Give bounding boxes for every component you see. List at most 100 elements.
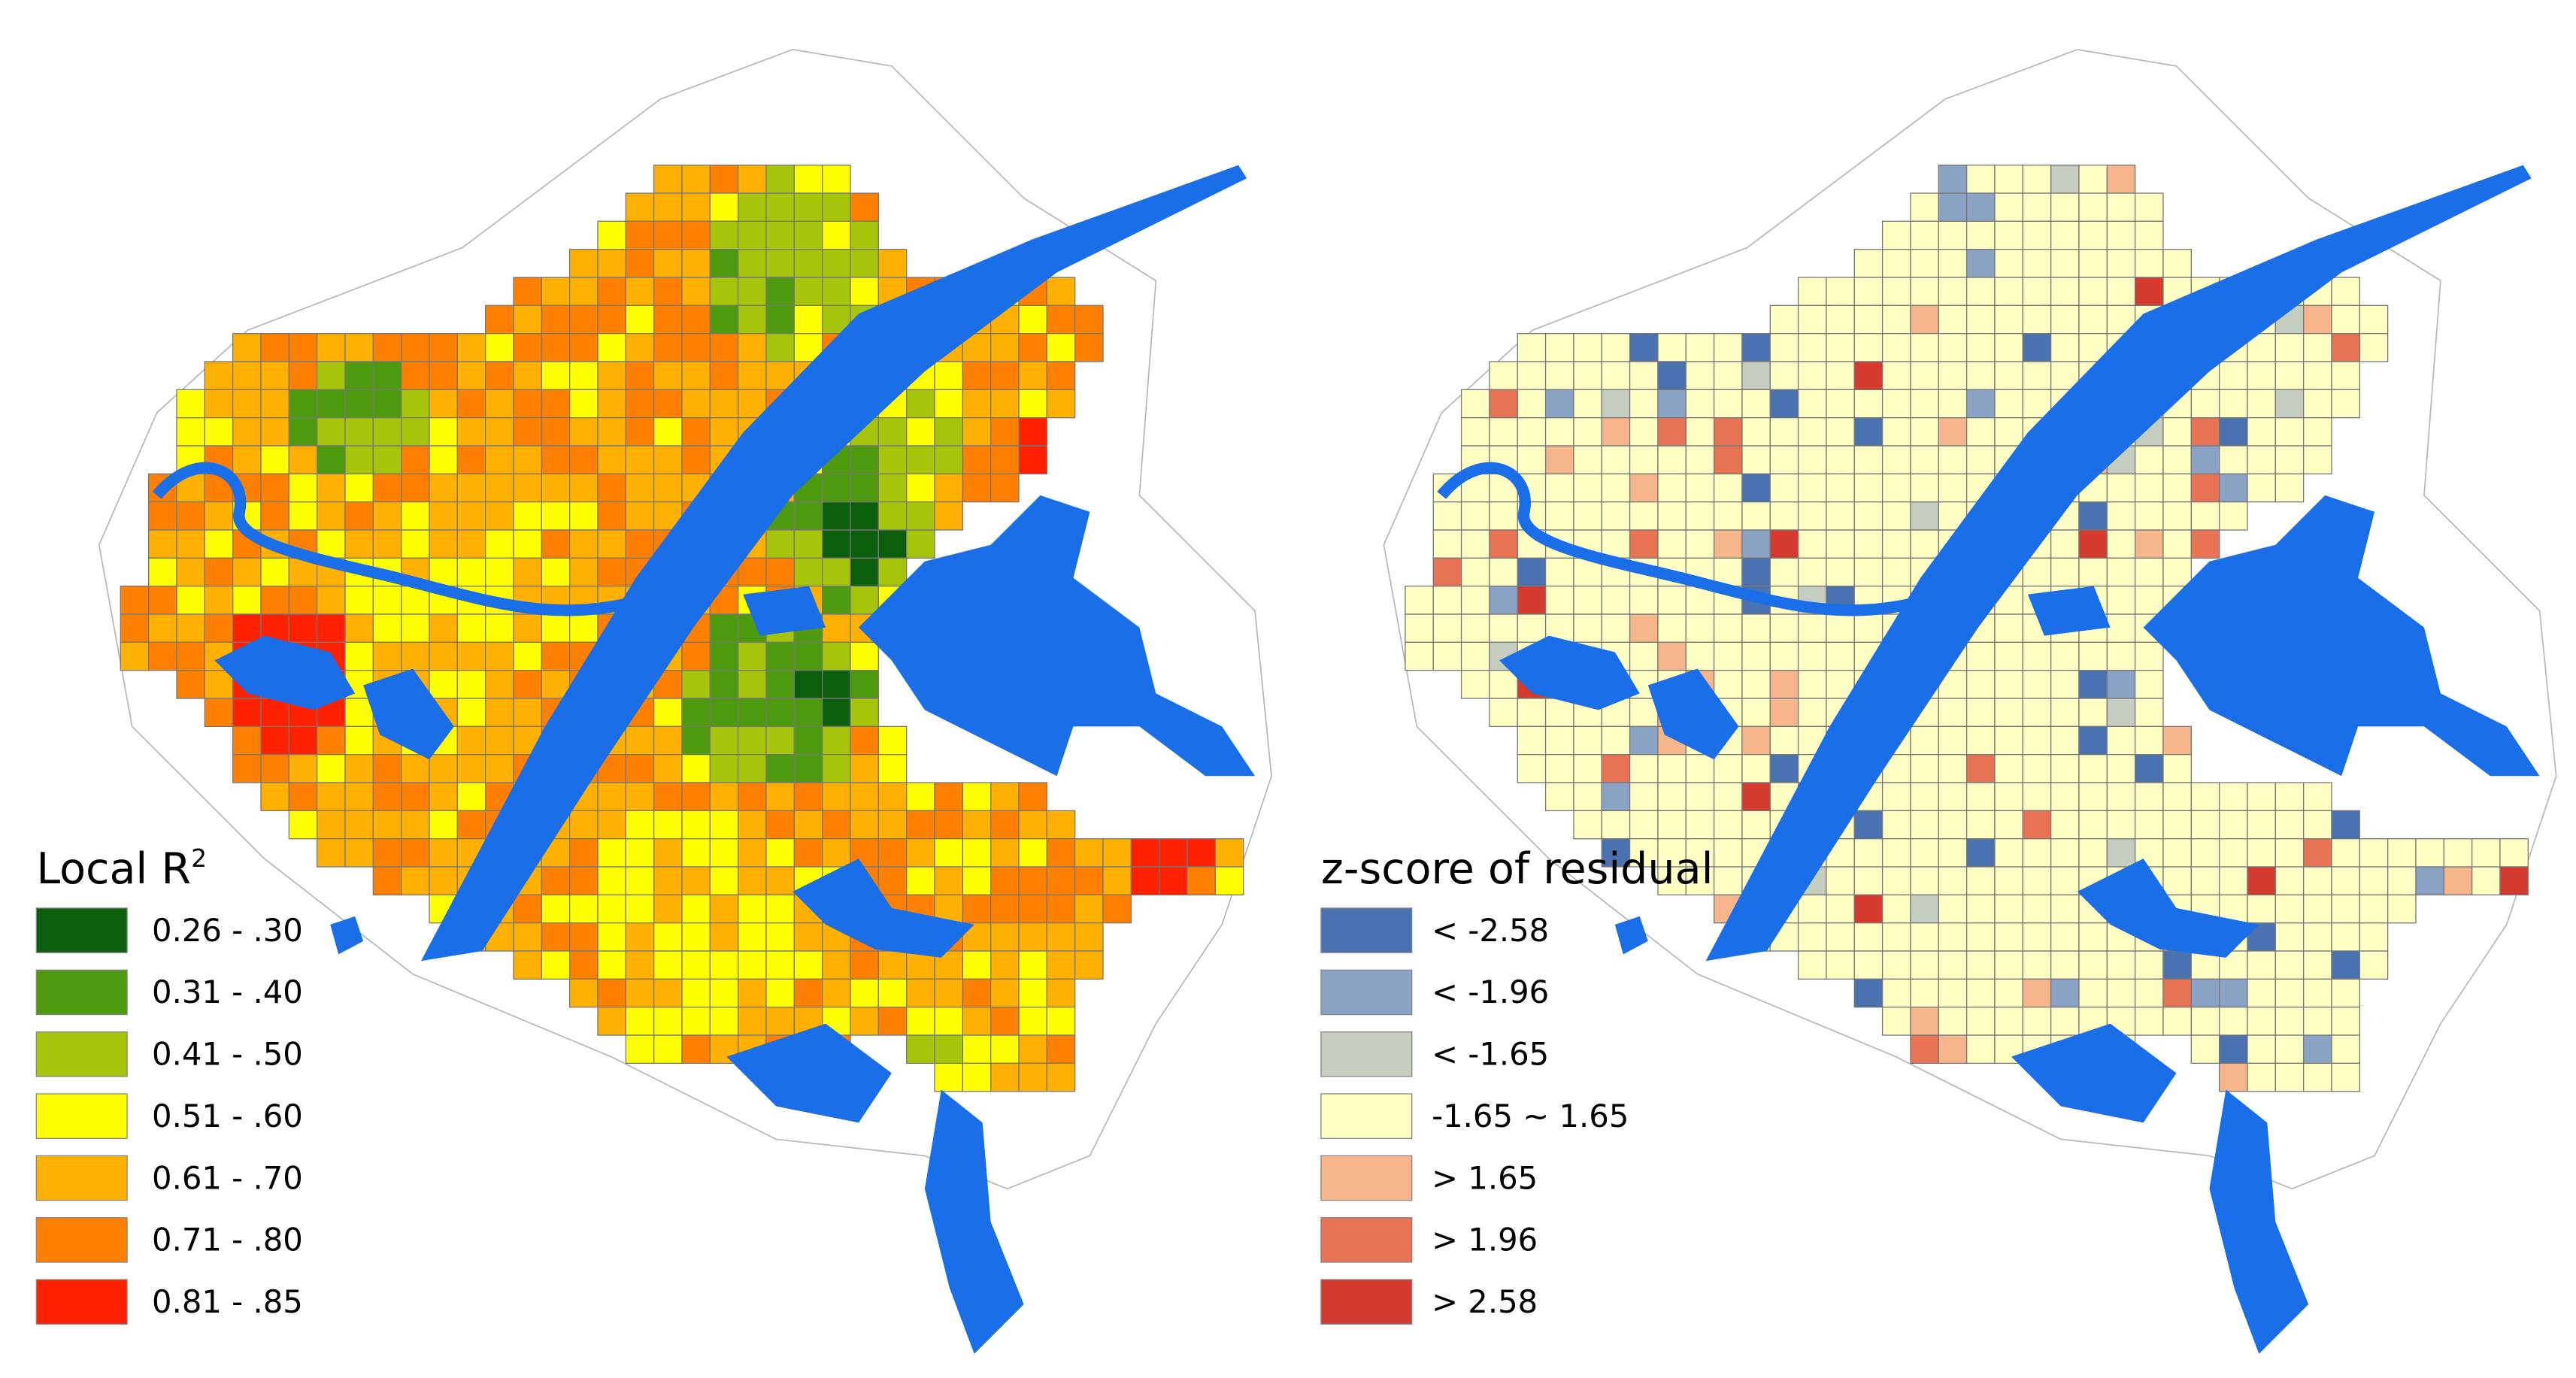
grid-cell — [1938, 1034, 1968, 1065]
grid-cell — [738, 698, 767, 728]
grid-cell — [990, 1007, 1020, 1036]
grid-cell — [344, 501, 374, 531]
grid-cell — [962, 473, 992, 503]
grid-cell — [456, 810, 486, 840]
grid-cell — [2106, 810, 2136, 840]
legend-swatch — [1320, 907, 1413, 953]
grid-cell — [1460, 557, 1490, 587]
grid-cell — [2218, 978, 2248, 1008]
grid-cell — [372, 501, 402, 531]
lake — [214, 635, 356, 710]
grid-cell — [653, 389, 683, 419]
grid-cell — [2190, 529, 2220, 559]
grid-cell — [709, 754, 739, 783]
lake — [363, 668, 454, 760]
grid-cell — [1741, 361, 1771, 390]
grid-cell — [1965, 192, 1996, 222]
grid-cell — [1797, 922, 1827, 952]
grid-cell — [120, 586, 150, 615]
grid-cell — [1657, 810, 1687, 840]
grid-cell — [1159, 866, 1188, 896]
grid-cell — [990, 782, 1020, 812]
grid-cell — [1769, 698, 1799, 728]
grid-cell — [625, 529, 655, 559]
grid-cell — [1938, 866, 1968, 896]
grid-cell — [1544, 417, 1574, 447]
grid-cell — [850, 473, 880, 503]
grid-cell — [1826, 613, 1855, 644]
grid-cell — [372, 838, 402, 868]
grid-cell — [681, 641, 711, 671]
left-map — [98, 49, 1272, 1354]
grid-cell — [1046, 838, 1076, 868]
grid-cell — [2218, 1062, 2248, 1092]
grid-cell — [962, 782, 992, 812]
grid-cell — [569, 333, 599, 362]
grid-cell — [317, 417, 346, 447]
grid-cell — [1074, 922, 1104, 952]
grid-cell — [429, 445, 458, 475]
grid-cell — [822, 698, 851, 728]
grid-cell — [1994, 922, 2023, 952]
grid-cell — [1601, 613, 1631, 644]
grid-cell — [2274, 950, 2305, 980]
grid-cell — [2022, 1007, 2052, 1036]
grid-cell — [2274, 782, 2305, 812]
grid-cell — [344, 838, 374, 868]
grid-cell — [822, 473, 851, 503]
grid-cell — [1994, 950, 2023, 980]
grid-cell — [429, 389, 458, 419]
grid-cell — [288, 613, 318, 644]
grid-cell — [765, 838, 796, 868]
grid-cell — [1938, 249, 1968, 278]
legend-label: 0.71 - .80 — [152, 1222, 303, 1258]
grid-cell — [625, 1034, 655, 1065]
grid-cell — [372, 810, 402, 840]
grid-cell — [653, 922, 683, 952]
grid-cell — [2022, 249, 2052, 278]
grid-cell — [597, 220, 627, 250]
grid-cell — [317, 361, 346, 390]
grid-cell — [541, 529, 571, 559]
grid-cell — [1965, 782, 1996, 812]
grid-cell — [934, 473, 964, 503]
grid-cell — [738, 277, 767, 306]
grid-cell — [2218, 445, 2248, 475]
grid-cell — [681, 165, 711, 194]
grid-cell — [934, 417, 964, 447]
grid-cell — [1853, 473, 1884, 503]
grid-cell — [1544, 586, 1574, 615]
grid-cell — [1769, 557, 1799, 587]
grid-cell — [2022, 389, 2052, 419]
grid-cell — [2134, 782, 2164, 812]
grid-cell — [569, 249, 599, 278]
grid-cell — [1938, 333, 1968, 362]
grid-cell — [681, 249, 711, 278]
grid-cell — [962, 894, 992, 924]
grid-cell — [653, 754, 683, 783]
grid-cell — [1994, 866, 2023, 896]
grid-cell — [793, 754, 823, 783]
grid-cell — [1629, 586, 1659, 615]
grid-cell — [1938, 782, 1968, 812]
grid-cell — [1657, 417, 1687, 447]
grid-cell — [681, 866, 711, 896]
grid-cell — [822, 641, 851, 671]
grid-cell — [877, 473, 908, 503]
grid-cell — [1881, 445, 1911, 475]
grid-cell — [709, 192, 739, 222]
grid-cell — [738, 894, 767, 924]
grid-cell — [1994, 333, 2023, 362]
grid-cell — [1432, 501, 1462, 531]
grid-cell — [569, 950, 599, 980]
grid-cell — [681, 698, 711, 728]
grid-cell — [625, 754, 655, 783]
legend-label: 0.41 - .50 — [152, 1036, 303, 1073]
grid-cell — [1460, 670, 1490, 699]
grid-cell — [1046, 333, 1076, 362]
grid-cell — [513, 950, 542, 980]
grid-cell — [456, 389, 486, 419]
grid-cell — [1965, 1034, 1996, 1065]
grid-cell — [2050, 782, 2080, 812]
grid-cell — [2190, 501, 2220, 531]
